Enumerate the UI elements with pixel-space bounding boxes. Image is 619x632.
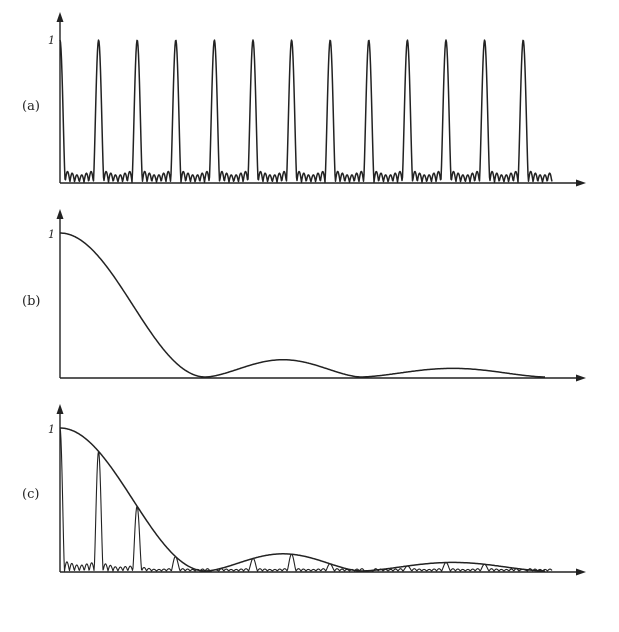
panel-a-x-arrow (576, 179, 586, 187)
panel-b-x-arrow (576, 374, 586, 382)
panel-a: 1 (a) (22, 12, 586, 187)
panel-c-y-tick: 1 (48, 423, 55, 436)
panel-c-x-arrow (576, 568, 586, 576)
panel-b: 1 (b) (22, 209, 586, 382)
panel-c-peaks (59, 427, 553, 572)
panel-a-series (59, 39, 553, 183)
panel-b-envelope (60, 232, 545, 378)
panel-b-label: (b) (22, 294, 40, 309)
panel-a-y-arrow (56, 12, 64, 22)
panel-a-label: (a) (22, 99, 40, 114)
panel-c-label: (c) (22, 487, 39, 502)
panel-c-y-arrow (56, 404, 64, 414)
panel-b-y-arrow (56, 209, 64, 219)
panel-b-y-tick: 1 (48, 228, 55, 241)
panel-c-envelope (60, 427, 545, 572)
panel-a-y-tick: 1 (48, 34, 55, 47)
panel-c: 1 (c) (22, 404, 586, 576)
